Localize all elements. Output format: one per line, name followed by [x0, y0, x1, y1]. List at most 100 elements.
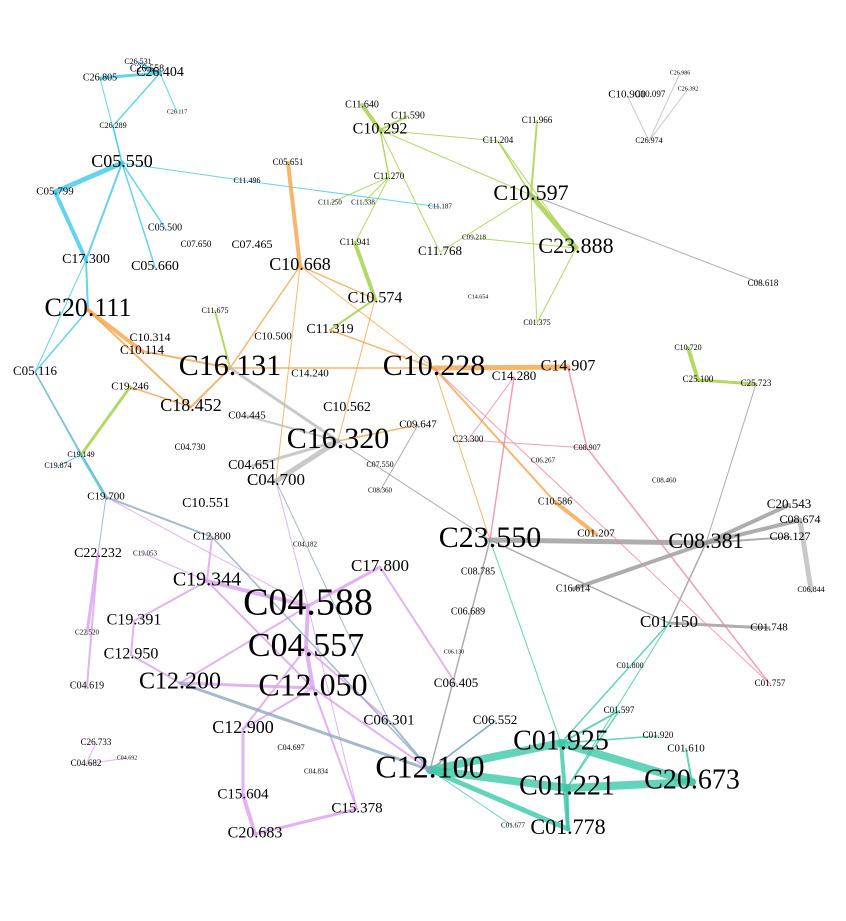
node-label: C09.647: [399, 419, 437, 431]
edge: [53, 190, 88, 262]
edge: [685, 748, 693, 783]
edge: [433, 367, 556, 503]
edge: [431, 364, 571, 371]
node-label: C18.452: [160, 395, 222, 415]
node-label: C11.675: [201, 306, 228, 315]
edge: [57, 454, 82, 467]
edge: [557, 739, 696, 786]
edge: [704, 503, 791, 545]
edge: [530, 194, 538, 324]
edge: [353, 241, 377, 301]
node-label: C08.618: [748, 278, 779, 288]
edge: [141, 350, 231, 369]
node-label: C11.966: [522, 115, 553, 125]
node-label: C10.720: [674, 343, 701, 352]
edge: [530, 120, 538, 196]
edge: [426, 766, 571, 792]
edge: [205, 579, 310, 608]
edge: [286, 161, 302, 268]
node-label: C10.597: [493, 180, 568, 205]
node-label: C11.187: [428, 203, 452, 211]
node-label: C11.496: [233, 176, 260, 185]
edge: [467, 439, 588, 449]
edge: [433, 367, 491, 541]
node-label: C05.550: [91, 151, 153, 171]
node-label: C05.116: [13, 363, 57, 378]
node-label: C10.500: [254, 331, 292, 343]
node-label: C01.597: [604, 705, 635, 715]
edge: [275, 265, 301, 482]
edge: [129, 386, 192, 408]
node-label: C08.674: [779, 512, 820, 526]
edge: [489, 376, 515, 541]
edge: [87, 309, 192, 408]
edge: [250, 439, 340, 468]
edge: [626, 94, 650, 142]
node-label: C04.692: [117, 755, 138, 761]
node-label: C10.586: [538, 496, 572, 507]
edge: [433, 367, 771, 685]
edges: [34, 61, 814, 836]
node-label: C11.319: [306, 322, 353, 337]
edge: [489, 539, 670, 624]
node-label: C04.619: [70, 680, 104, 691]
node-label: C01.778: [530, 814, 605, 839]
node-label: C05.660: [131, 259, 179, 274]
node-label: C04.697: [277, 743, 304, 752]
edge: [305, 647, 390, 722]
node-label: C10.314: [129, 330, 170, 344]
edge: [360, 103, 382, 132]
edge: [379, 566, 457, 685]
node-label: C06.844: [797, 585, 824, 594]
node-label: C08.127: [769, 529, 810, 543]
edge: [648, 88, 689, 142]
node-label: C19.391: [107, 612, 162, 629]
edge: [159, 72, 178, 113]
edge: [214, 310, 231, 369]
node-label: C06.301: [363, 712, 414, 728]
edge: [242, 687, 314, 730]
edge: [379, 115, 409, 131]
edge: [97, 496, 107, 555]
node-label: C26.558: [130, 63, 164, 74]
node-label: C14.280: [492, 368, 536, 383]
edge: [705, 536, 791, 544]
node-label: C20.673: [644, 764, 740, 795]
node-label: C08.381: [668, 528, 743, 553]
node-label: C06.689: [451, 606, 485, 617]
edge: [253, 807, 359, 836]
edge: [704, 518, 802, 545]
node-label: C04.557: [248, 627, 364, 664]
edge: [241, 793, 257, 836]
node-label: C12.050: [258, 666, 367, 702]
node-label: C26.974: [635, 136, 662, 145]
edge: [560, 710, 620, 744]
edge: [571, 541, 708, 591]
node-label: C09.218: [462, 234, 486, 242]
node-label: C05.799: [36, 186, 74, 198]
edge: [299, 265, 376, 300]
node-label: C22.232: [74, 546, 122, 561]
node-label: C26.289: [99, 121, 126, 130]
edge: [144, 553, 208, 582]
edge: [667, 621, 771, 630]
edge: [52, 160, 125, 195]
edge: [427, 767, 571, 832]
edge: [379, 129, 499, 142]
node-label: C15.604: [217, 786, 269, 802]
edge: [304, 646, 315, 690]
edge: [379, 129, 441, 253]
node-label: C17.800: [351, 556, 409, 575]
edge: [86, 308, 144, 353]
node-label: C01.800: [616, 661, 643, 670]
edge: [307, 605, 358, 810]
node-label: C10.114: [120, 342, 164, 357]
edge: [112, 72, 161, 127]
node-label: C08.785: [461, 566, 495, 577]
edge: [133, 580, 208, 622]
node-label: C10.668: [269, 254, 331, 274]
edge: [648, 72, 681, 142]
node-label: C20.111: [45, 293, 132, 322]
